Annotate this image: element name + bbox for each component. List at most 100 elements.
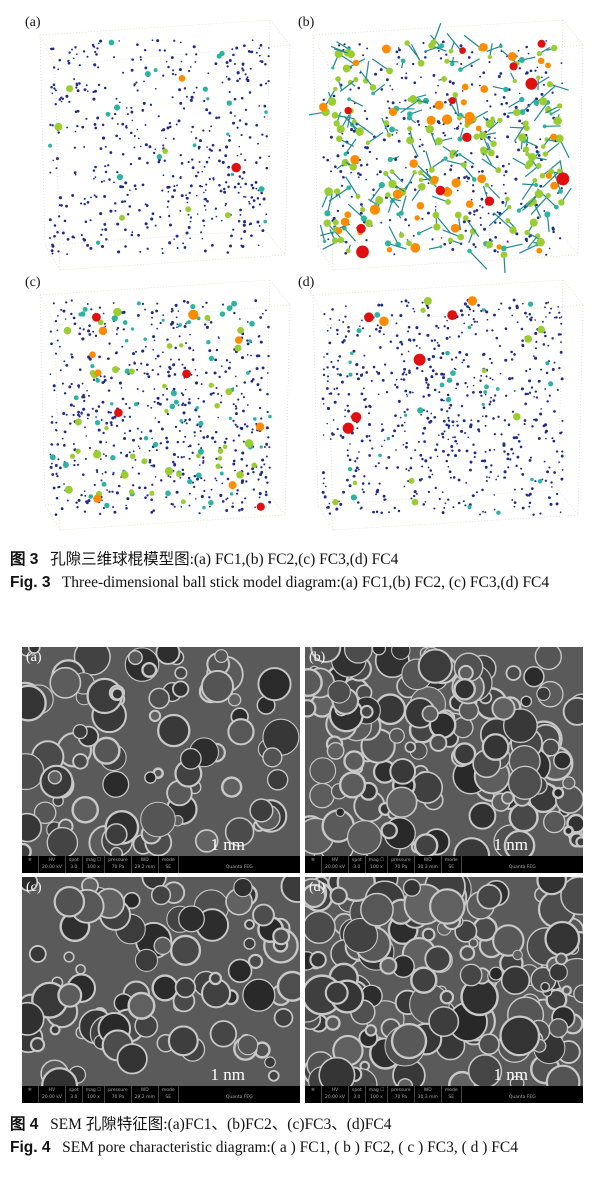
- pore-ball-medium: [110, 402, 114, 406]
- pore-ball-small: [148, 145, 152, 149]
- pore-ball-medium: [404, 413, 408, 417]
- pore-ball-small: [200, 494, 204, 499]
- pore-ball-small: [545, 40, 548, 42]
- pore-ball-small: [267, 436, 270, 439]
- pore-ball-small: [520, 202, 523, 206]
- pore-ball-small: [185, 194, 187, 197]
- pore-ball-small: [157, 160, 161, 164]
- pore-ball-small: [255, 161, 258, 165]
- pore-ball-large: [461, 162, 467, 168]
- pore-ball-small: [440, 408, 444, 411]
- pore-ball-small: [540, 92, 544, 96]
- pore-ball-small: [105, 238, 108, 241]
- pore-ball-small: [65, 94, 69, 98]
- pore: [178, 905, 205, 933]
- pore-ball-small: [246, 425, 249, 428]
- pore-ball-small: [123, 200, 127, 203]
- pore-ball-small: [526, 494, 529, 497]
- pore-ball-small: [157, 115, 160, 118]
- pore: [499, 1015, 541, 1057]
- pore-ball-small: [173, 238, 175, 240]
- pore-ball-large: [323, 219, 331, 227]
- pore: [148, 709, 162, 723]
- pore-ball-small: [511, 314, 514, 317]
- pore-ball-small: [383, 439, 386, 442]
- pore: [49, 666, 82, 699]
- pore-ball-small: [466, 305, 469, 308]
- pore-ball-small: [340, 184, 344, 187]
- pore-ball-small: [180, 506, 183, 508]
- pore-ball-small: [528, 391, 532, 394]
- pore-ball-small: [462, 359, 465, 362]
- pore-ball-small: [210, 488, 213, 491]
- pore-ball-small: [558, 367, 561, 370]
- pore-ball-small: [391, 434, 395, 438]
- pore-ball-small: [368, 439, 372, 442]
- pore-ball-small: [344, 305, 347, 308]
- pore-ball-small: [441, 436, 445, 439]
- pore-ball-small: [363, 354, 366, 357]
- pore-ball-small: [170, 307, 174, 311]
- pore-ball-small: [133, 83, 136, 86]
- pore-ball-small: [156, 39, 160, 43]
- pore-ball-small: [188, 191, 191, 195]
- pore-ball-small: [49, 171, 52, 174]
- pore-ball-large: [113, 307, 122, 317]
- pore-ball-large: [469, 228, 477, 235]
- pore-ball-small: [258, 54, 261, 57]
- pore-ball-small: [56, 339, 59, 342]
- pore-ball-small: [421, 143, 424, 146]
- pore-ball-small: [338, 319, 341, 321]
- pore-ball-small: [67, 59, 70, 62]
- pore-ball-small: [482, 510, 484, 513]
- pore-ball-medium: [498, 44, 503, 49]
- pore-ball-small: [215, 457, 218, 460]
- pore-ball-small: [480, 394, 483, 397]
- pore-ball-small: [49, 236, 52, 239]
- pore-ball-small: [63, 430, 67, 434]
- pore-ball-medium: [443, 156, 448, 161]
- figure4-caption: 图 4 SEM 孔隙特征图:(a)FC1、(b)FC2、(c)FC3、(d)FC…: [10, 1113, 602, 1159]
- pore-ball-small: [135, 350, 138, 353]
- pore-ball-small: [221, 81, 224, 84]
- panel-label: (d): [298, 275, 315, 290]
- pore-ball-small: [113, 510, 117, 514]
- pore-ball-xlarge: [336, 227, 343, 234]
- pore-ball-small: [506, 240, 509, 243]
- pore-ball-small: [83, 510, 87, 513]
- pore-ball-small: [405, 468, 408, 471]
- pore-ball-small: [347, 329, 350, 333]
- pore-ball-small: [523, 419, 527, 422]
- panel-label: (d): [309, 880, 326, 895]
- figure3-caption: 图 3 孔隙三维球棍模型图:(a) FC1,(b) FC2,(c) FC3,(d…: [10, 548, 602, 594]
- pore-ball-small: [74, 173, 77, 176]
- pore-ball-small: [103, 322, 106, 325]
- pore-ball-small: [265, 490, 268, 493]
- pore-ball-small: [385, 78, 389, 82]
- pore-ball-small: [544, 306, 546, 309]
- pore-ball-small: [229, 244, 233, 248]
- pore-ball-small: [84, 457, 87, 460]
- pore-ball-small: [104, 228, 108, 231]
- pore-ball-small: [124, 126, 127, 128]
- pore-ball-small: [500, 433, 503, 436]
- pore-ball-small: [479, 379, 482, 382]
- pore-ball-small: [526, 315, 528, 318]
- pore-ball-small: [541, 320, 544, 323]
- pore-ball-small: [472, 243, 476, 246]
- pore-ball-small: [85, 500, 88, 504]
- pore-ball-small: [400, 76, 404, 80]
- pore-ball-small: [71, 235, 75, 239]
- pore-ball-small: [329, 438, 332, 440]
- pore-ball-large: [434, 137, 443, 146]
- pore-ball-small: [204, 189, 207, 191]
- pore-ball-small: [506, 135, 510, 139]
- pore-ball-small: [179, 153, 182, 157]
- pore-ball-small: [332, 94, 336, 98]
- hv-field: HV 20.00 kV: [39, 856, 66, 873]
- pore-ball-small: [466, 365, 470, 368]
- pore-ball-small: [513, 505, 516, 508]
- pore-ball-small: [102, 507, 105, 510]
- pore-ball-small: [227, 77, 231, 81]
- pore-ball-small: [333, 388, 336, 391]
